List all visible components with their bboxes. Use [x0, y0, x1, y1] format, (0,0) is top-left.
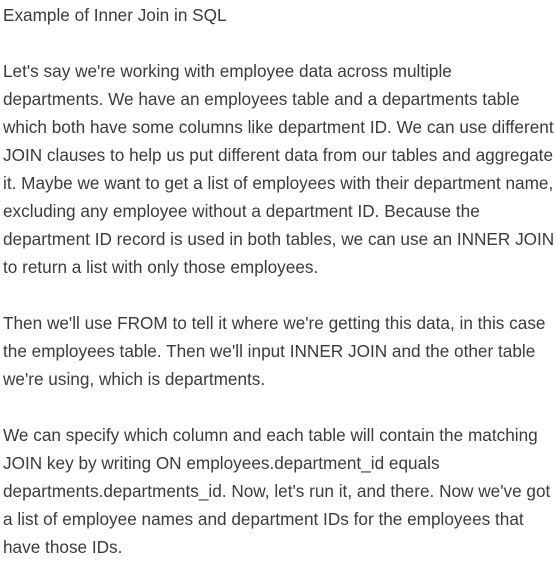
paragraph-on: We can specify which column and each tab… — [3, 425, 551, 557]
document-body: Example of Inner Join in SQL Let's say w… — [3, 0, 556, 561]
document-title: Example of Inner Join in SQL — [3, 5, 227, 25]
paragraph-intro: Let's say we're working with employee da… — [3, 61, 555, 277]
paragraph-from: Then we'll use FROM to tell it where we'… — [3, 313, 546, 389]
